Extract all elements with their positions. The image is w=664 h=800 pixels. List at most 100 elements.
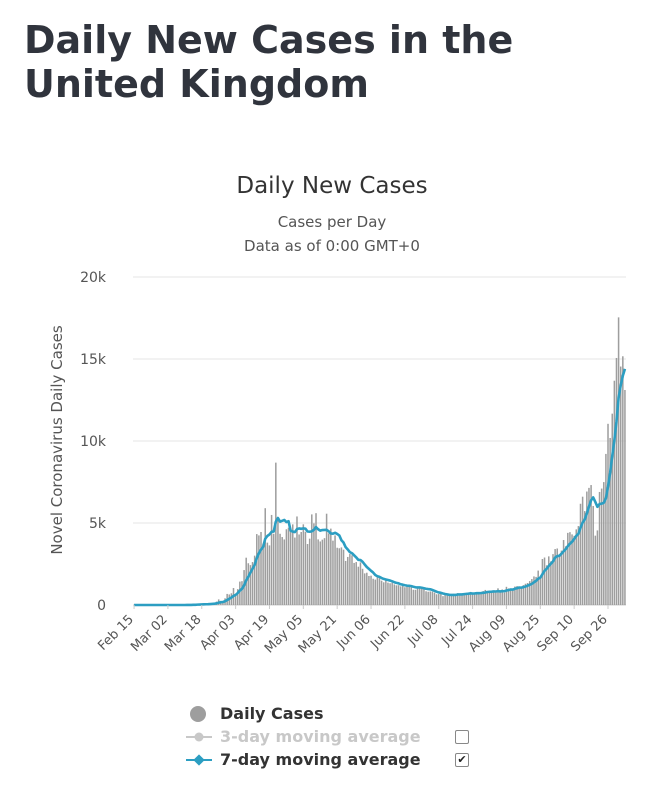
daily-cases-bar[interactable] — [313, 523, 315, 605]
daily-cases-bar[interactable] — [425, 591, 427, 605]
daily-cases-bar[interactable] — [372, 578, 374, 605]
daily-cases-bar[interactable] — [461, 594, 463, 605]
daily-cases-bar[interactable] — [429, 591, 432, 605]
daily-cases-bar[interactable] — [334, 535, 336, 605]
daily-cases-bar[interactable] — [406, 585, 408, 605]
daily-cases-bar[interactable] — [275, 462, 277, 605]
daily-cases-bar[interactable] — [583, 511, 586, 605]
daily-cases-bar[interactable] — [495, 592, 497, 605]
daily-cases-bar[interactable] — [315, 513, 317, 605]
daily-cases-bar[interactable] — [533, 576, 535, 605]
daily-cases-bar[interactable] — [410, 587, 412, 605]
daily-cases-bar[interactable] — [524, 583, 527, 605]
daily-cases-bar[interactable] — [427, 591, 429, 605]
daily-cases-bar[interactable] — [543, 557, 546, 605]
daily-cases-bar[interactable] — [349, 554, 351, 605]
daily-cases-bar[interactable] — [457, 593, 459, 605]
daily-cases-bar[interactable] — [353, 562, 355, 605]
daily-cases-bar[interactable] — [423, 589, 425, 605]
daily-cases-bar[interactable] — [512, 589, 514, 605]
daily-cases-bar[interactable] — [480, 592, 482, 605]
daily-cases-bar[interactable] — [249, 565, 252, 605]
daily-cases-bar[interactable] — [433, 592, 436, 605]
daily-cases-bar[interactable] — [503, 592, 506, 605]
daily-cases-bar[interactable] — [230, 593, 233, 605]
daily-cases-bar[interactable] — [399, 586, 402, 605]
daily-cases-bar[interactable] — [564, 546, 567, 605]
daily-cases-bar[interactable] — [624, 389, 626, 605]
daily-cases-bar[interactable] — [260, 532, 262, 605]
daily-cases-bar[interactable] — [300, 532, 302, 605]
daily-cases-bar[interactable] — [414, 589, 417, 605]
daily-cases-bar[interactable] — [336, 547, 338, 605]
daily-cases-bar[interactable] — [619, 366, 622, 605]
daily-cases-bar[interactable] — [268, 545, 271, 605]
daily-cases-bar[interactable] — [319, 541, 322, 605]
daily-cases-bar[interactable] — [332, 540, 334, 605]
daily-cases-bar[interactable] — [598, 491, 601, 605]
daily-cases-bar[interactable] — [444, 595, 446, 605]
daily-cases-bar[interactable] — [471, 594, 474, 605]
daily-cases-bar[interactable] — [264, 508, 266, 605]
daily-cases-bar[interactable] — [615, 357, 618, 605]
daily-cases-bar[interactable] — [281, 537, 283, 605]
daily-cases-bar[interactable] — [344, 560, 347, 605]
daily-cases-bar[interactable] — [482, 591, 484, 605]
daily-cases-bar[interactable] — [391, 582, 393, 605]
daily-cases-bar[interactable] — [469, 591, 472, 605]
daily-cases-bar[interactable] — [605, 453, 607, 605]
daily-cases-bar[interactable] — [247, 563, 250, 605]
daily-cases-bar[interactable] — [368, 576, 370, 605]
daily-cases-bar[interactable] — [579, 503, 582, 605]
daily-cases-bar[interactable] — [463, 593, 465, 605]
daily-cases-bar[interactable] — [505, 586, 508, 605]
daily-cases-bar[interactable] — [497, 588, 499, 605]
daily-cases-bar[interactable] — [518, 587, 520, 605]
daily-cases-bar[interactable] — [321, 539, 324, 605]
daily-cases-bar[interactable] — [528, 581, 531, 605]
daily-cases-bar[interactable] — [507, 588, 510, 605]
daily-cases-bar[interactable] — [573, 535, 575, 605]
daily-cases-bar[interactable] — [476, 592, 478, 606]
daily-cases-bar[interactable] — [412, 589, 415, 605]
daily-cases-bar[interactable] — [600, 488, 603, 605]
daily-cases-bar[interactable] — [514, 586, 516, 605]
daily-cases-bar[interactable] — [478, 593, 480, 605]
legend-item-daily-cases[interactable]: Daily Cases — [186, 702, 469, 725]
daily-cases-bar[interactable] — [382, 582, 385, 605]
daily-cases-bar[interactable] — [258, 535, 260, 605]
seven-day-average-line[interactable] — [134, 368, 627, 607]
daily-cases-bar[interactable] — [338, 548, 341, 605]
daily-cases-bar[interactable] — [289, 529, 292, 605]
daily-cases-bar[interactable] — [484, 589, 487, 605]
daily-cases-bar[interactable] — [450, 595, 453, 605]
daily-cases-bar[interactable] — [581, 496, 584, 605]
daily-cases-bar[interactable] — [594, 535, 597, 605]
daily-cases-bar[interactable] — [395, 585, 398, 605]
daily-cases-bar[interactable] — [613, 380, 616, 605]
daily-cases-bar[interactable] — [385, 579, 387, 605]
daily-cases-bar[interactable] — [459, 594, 461, 605]
daily-cases-bar[interactable] — [397, 585, 400, 605]
daily-cases-bar[interactable] — [516, 586, 518, 605]
daily-cases-bar[interactable] — [596, 530, 599, 605]
daily-cases-bar[interactable] — [588, 487, 590, 605]
daily-cases-bar[interactable] — [622, 356, 624, 605]
daily-cases-bar[interactable] — [361, 568, 364, 605]
daily-cases-bar[interactable] — [387, 582, 389, 605]
daily-cases-bar[interactable] — [376, 577, 379, 605]
daily-cases-bar[interactable] — [378, 578, 381, 605]
daily-cases-bar[interactable] — [590, 485, 592, 605]
daily-cases-bar[interactable] — [298, 534, 300, 605]
daily-cases-bar[interactable] — [421, 587, 423, 605]
daily-cases-bar[interactable] — [222, 602, 224, 605]
daily-cases-bar[interactable] — [239, 581, 241, 605]
daily-cases-bar[interactable] — [363, 573, 366, 605]
daily-cases-bar[interactable] — [541, 559, 544, 605]
daily-cases-bar[interactable] — [558, 555, 561, 605]
daily-cases-bar[interactable] — [241, 581, 243, 605]
daily-cases-bar[interactable] — [355, 562, 357, 605]
daily-cases-bar[interactable] — [374, 579, 377, 605]
daily-cases-bar[interactable] — [262, 543, 264, 605]
daily-cases-bar[interactable] — [562, 540, 565, 605]
